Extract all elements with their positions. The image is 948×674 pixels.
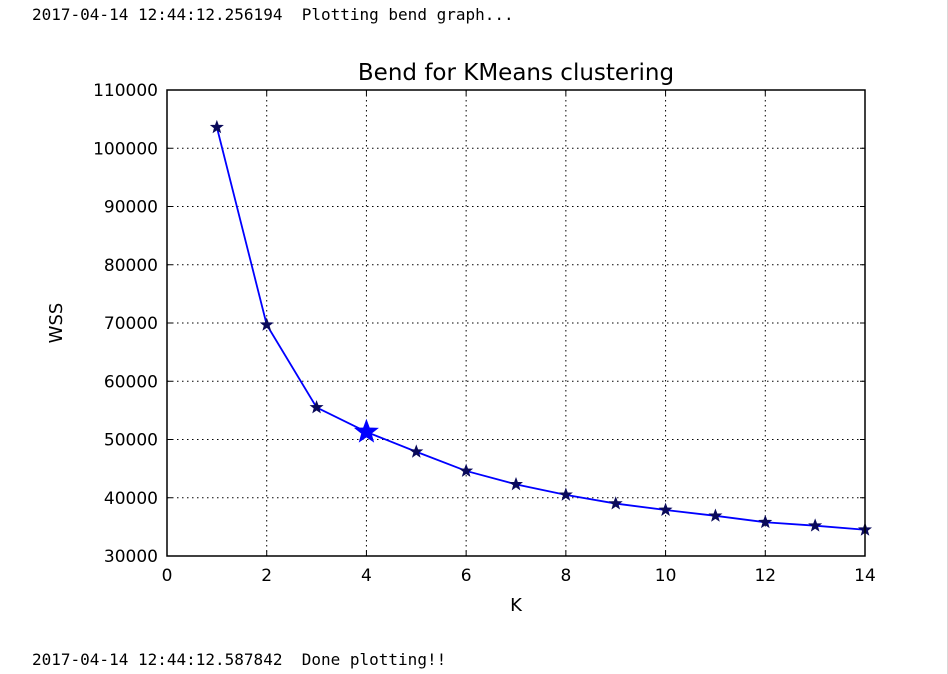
x-tick-label: 10 [655,566,677,586]
marker-layer [209,119,873,536]
x-tick-label: 6 [461,566,472,586]
chart-container: 0 2 4 6 8 10 12 14 30000 40000 50000 60000 70000 8000… [0,40,948,630]
y-tick-label: 30000 [104,547,158,567]
y-tick-label: 60000 [104,372,158,392]
data-point-marker [708,508,723,522]
data-point-marker [459,463,474,477]
x-tick-label: 0 [162,566,173,586]
data-point-marker [259,317,274,331]
x-tick-label: 14 [854,566,876,586]
log-end-line: 2017-04-14 12:44:12.587842 Done plotting… [32,650,447,669]
bend-chart: 0 2 4 6 8 10 12 14 30000 40000 50000 60000 70000 8000… [46,60,876,616]
y-tick-label: 70000 [104,314,158,334]
data-point-marker [409,444,424,458]
data-point-marker [758,514,773,529]
y-tick-label: 40000 [104,489,158,509]
y-tick-label: 80000 [104,256,158,276]
tick-layer: 0 2 4 6 8 10 12 14 30000 40000 50000 60000 70000 8000… [93,81,876,586]
x-tick-label: 2 [261,566,272,586]
y-tick-label: 90000 [104,198,158,218]
x-tick-label: 4 [361,566,372,586]
data-point-marker [808,518,823,532]
chart-title: Bend for KMeans clustering [358,60,674,86]
highlight-star-marker [353,418,379,443]
data-point-marker [309,400,324,414]
y-tick-label: 50000 [104,431,158,451]
log-start-line: 2017-04-14 12:44:12.256194 Plotting bend… [32,5,514,24]
x-tick-label: 12 [754,566,776,586]
x-tick-label: 8 [560,566,571,586]
series-line [215,127,866,531]
data-point-marker [608,496,623,510]
data-point-marker [508,476,524,491]
x-axis-label: K [510,595,523,616]
data-point-marker [558,487,573,501]
y-tick-label: 110000 [93,81,158,101]
y-axis-label: WSS [46,303,67,344]
series-line-layer [215,127,866,531]
y-tick-label: 100000 [93,139,158,159]
grid-lines [167,90,865,556]
data-point-marker [209,119,224,134]
data-point-marker [658,502,673,516]
